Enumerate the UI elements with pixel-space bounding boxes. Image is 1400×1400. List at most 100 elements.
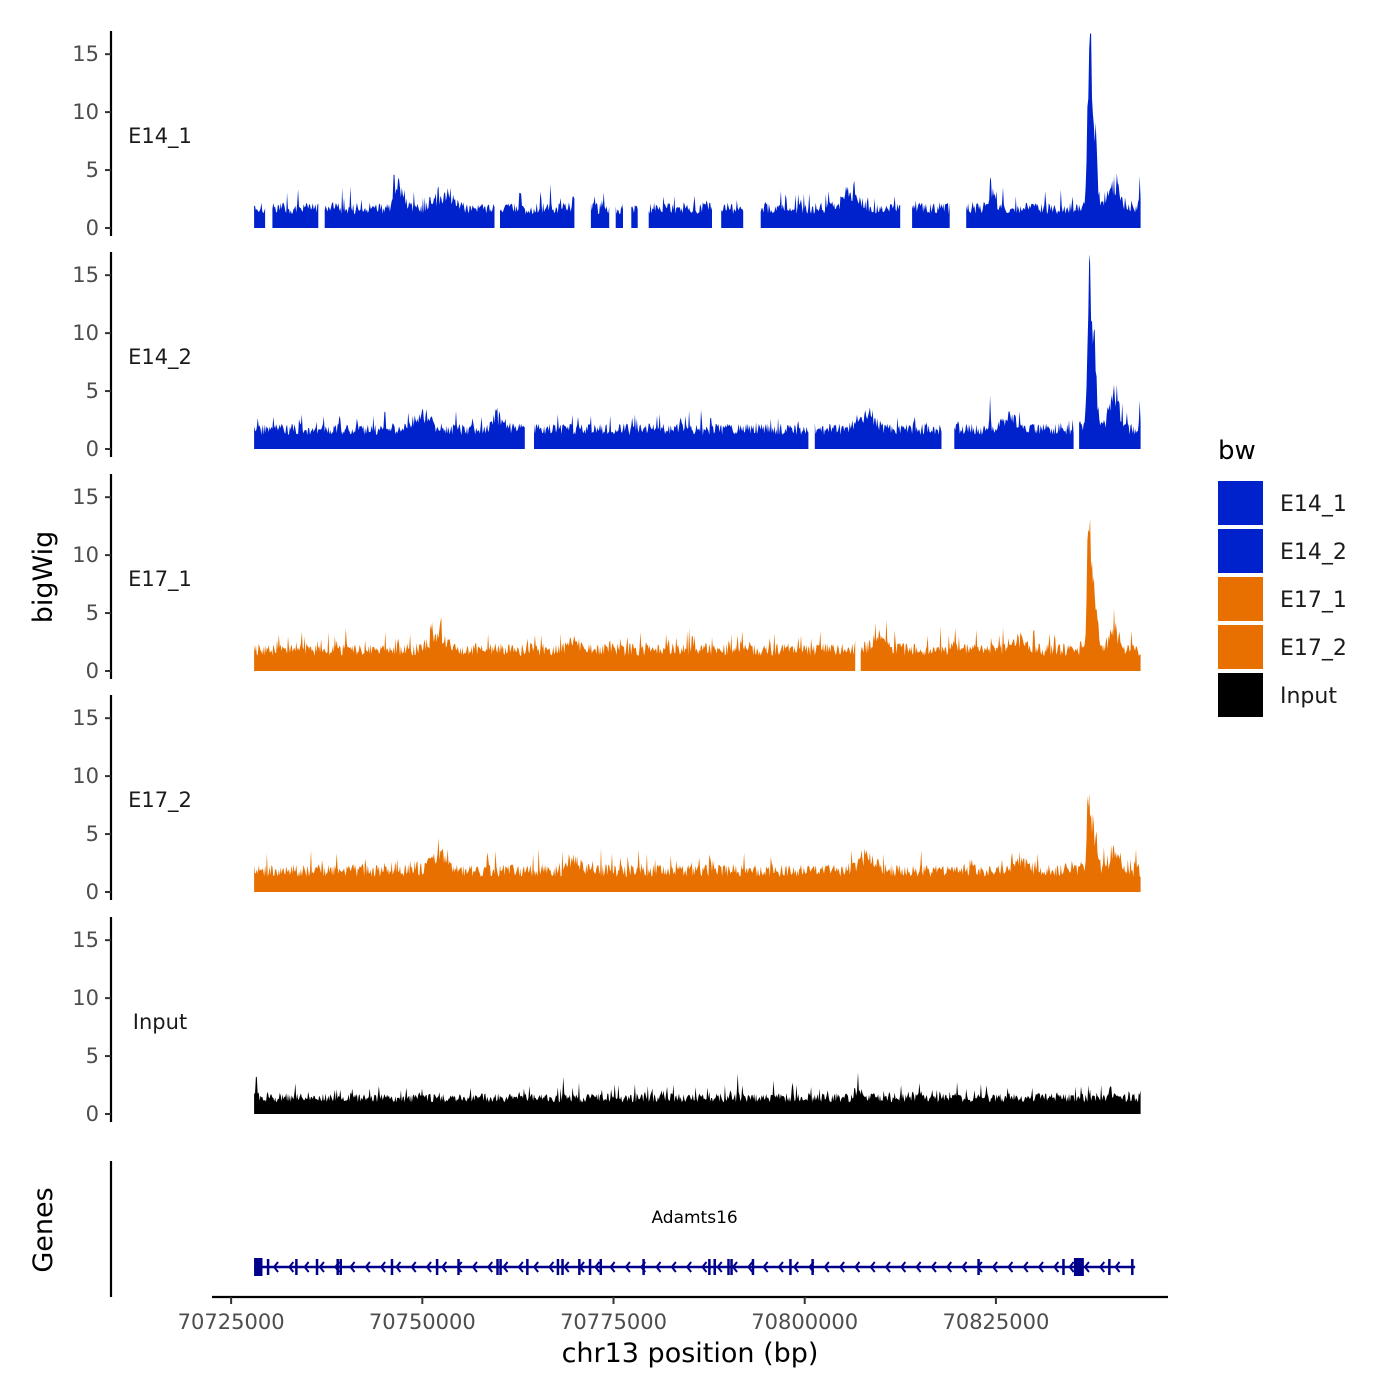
strand-arrow [1083, 1261, 1090, 1273]
y-tick-label: 5 [86, 822, 99, 846]
x-tick-label: 70775000 [560, 1310, 667, 1334]
x-tick-label: 70725000 [178, 1310, 285, 1334]
legend-title: bw [1218, 436, 1256, 466]
track-label: E14_1 [128, 124, 192, 149]
y-tick-label: 15 [72, 263, 99, 287]
exon [977, 1259, 980, 1275]
strand-arrow [1022, 1261, 1029, 1273]
exon [390, 1259, 394, 1275]
signal-area-e17-1 [254, 518, 1141, 671]
exon [496, 1259, 499, 1275]
y-tick-label: 10 [72, 986, 99, 1010]
signal-area-e14-1 [254, 33, 1141, 228]
y-tick-label: 0 [86, 216, 99, 240]
exon [578, 1259, 581, 1275]
gene-track: Adamts16 [109, 1161, 1136, 1297]
exon [435, 1259, 439, 1275]
legend: bw E14_1 E14_2 E17_1 E17_2 Input [1218, 436, 1347, 717]
signal-area-input [254, 1072, 1141, 1114]
strand-arrow [670, 1261, 677, 1273]
strand-arrow [884, 1261, 891, 1273]
x-axis: 70725000 70750000 70775000 70800000 70825000 [178, 1295, 1168, 1334]
exon [266, 1259, 270, 1275]
exon [315, 1259, 319, 1275]
strand-arrow [854, 1261, 861, 1273]
legend-swatch [1218, 577, 1263, 621]
strand-arrow [318, 1261, 325, 1273]
y-tick-label: 15 [72, 42, 99, 66]
track-e17-2: 0 5 10 15 E17_2 [72, 695, 1141, 904]
track-label: E14_2 [128, 345, 192, 370]
strand-arrow [303, 1261, 310, 1273]
exon [708, 1259, 711, 1275]
strand-arrow [517, 1261, 524, 1273]
exon [713, 1259, 716, 1275]
legend-label: Input [1280, 684, 1337, 709]
y-tick-label: 5 [86, 158, 99, 182]
gene-label: Adamts16 [651, 1208, 737, 1228]
legend-swatch [1218, 673, 1263, 717]
strand-arrow [471, 1261, 478, 1273]
strand-arrow [349, 1261, 356, 1273]
exon [561, 1259, 564, 1275]
signal-area-e17-2 [254, 793, 1141, 892]
strand-arrow [288, 1261, 295, 1273]
strand-arrow [777, 1261, 784, 1273]
strand-arrow [395, 1261, 402, 1273]
y-tick-label: 10 [72, 321, 99, 345]
strand-arrow [716, 1261, 723, 1273]
strand-arrow [624, 1261, 631, 1273]
exon [642, 1259, 645, 1275]
exon [1131, 1259, 1134, 1275]
y-tick-label: 10 [72, 543, 99, 567]
strand-arrow [838, 1261, 845, 1273]
legend-label: E17_2 [1280, 636, 1347, 661]
exon [588, 1259, 592, 1275]
strand-arrow [563, 1261, 570, 1273]
strand-arrow [823, 1261, 830, 1273]
signal-tracks: 0 5 10 15 E14_1 0 5 10 15 E14_2 0 5 10 15 E17_1 0 5 10 15 E… [72, 31, 1141, 1126]
strand-arrow [1098, 1261, 1106, 1273]
strand-arrow [1037, 1261, 1044, 1273]
y-tick-label: 15 [72, 928, 99, 952]
exon [295, 1259, 298, 1275]
legend-label: E14_1 [1280, 492, 1347, 517]
strand-arrow [502, 1261, 509, 1273]
y-tick-label: 5 [86, 379, 99, 403]
strand-arrow [1114, 1261, 1121, 1273]
exon [751, 1259, 755, 1275]
exon [1108, 1259, 1111, 1275]
strand-arrow [272, 1261, 279, 1273]
strand-arrow [685, 1261, 692, 1273]
strand-arrow [900, 1261, 907, 1273]
strand-arrow [379, 1261, 386, 1273]
strand-arrow [486, 1261, 494, 1273]
y-tick-label: 0 [86, 437, 99, 461]
strand-arrow [594, 1261, 601, 1273]
strand-arrow [441, 1261, 448, 1273]
y-tick-label: 0 [86, 1102, 99, 1126]
strand-arrow [410, 1261, 417, 1273]
exon [1062, 1259, 1065, 1275]
legend-label: E17_1 [1280, 588, 1347, 613]
legend-swatch [1218, 625, 1263, 669]
exon [727, 1259, 730, 1275]
exon [339, 1259, 342, 1275]
y-tick-label: 5 [86, 1044, 99, 1068]
x-axis-title: chr13 position (bp) [562, 1338, 819, 1369]
y-tick-label: 15 [72, 485, 99, 509]
strand-arrow [747, 1261, 754, 1273]
strand-arrow [655, 1261, 662, 1273]
strand-arrow [869, 1261, 876, 1273]
y-tick-label: 0 [86, 880, 99, 904]
strand-arrow [1053, 1261, 1060, 1273]
exon [811, 1259, 814, 1275]
strand-arrow [731, 1261, 738, 1273]
exon [457, 1259, 460, 1275]
legend-swatch [1218, 481, 1263, 525]
x-tick-label: 70750000 [369, 1310, 476, 1334]
legend-label: E14_2 [1280, 540, 1347, 565]
track-e17-1: 0 5 10 15 E17_1 [72, 474, 1141, 683]
exon-large [254, 1258, 263, 1276]
